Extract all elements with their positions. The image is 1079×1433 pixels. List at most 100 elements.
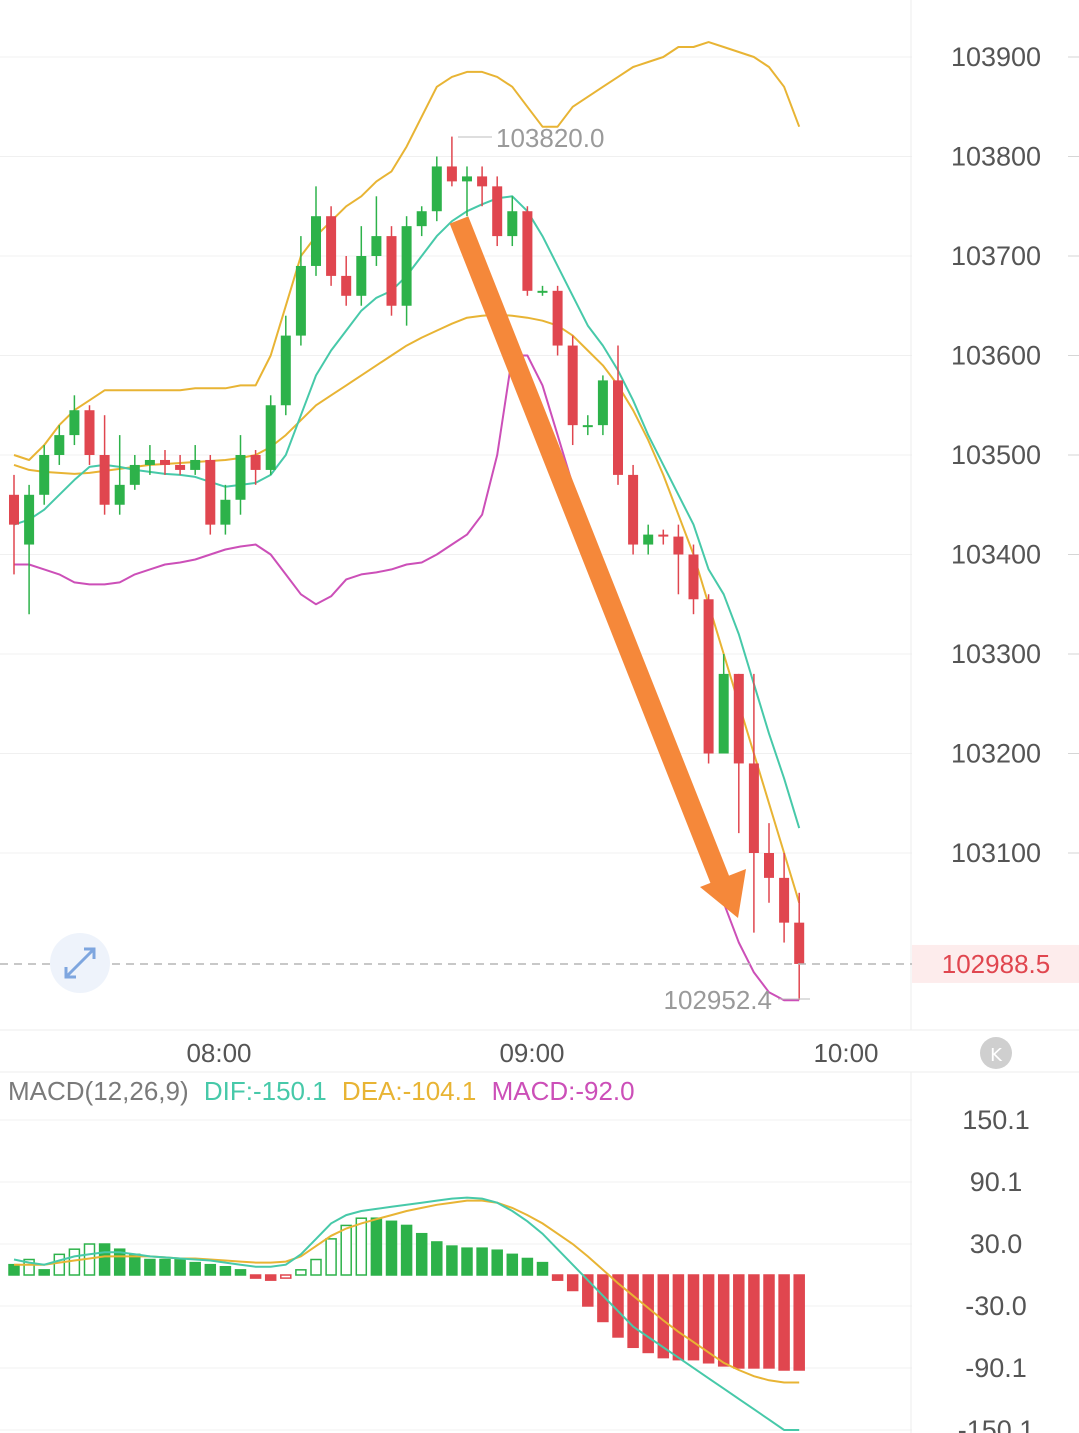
candle (794, 892, 805, 1000)
candle (748, 673, 759, 933)
macd-axis-ticks: 150.1 90.1 30.0 -30.0 -90.1 -150.1 (958, 1105, 1035, 1433)
macd-bar (370, 1217, 383, 1276)
macd-bar (793, 1274, 805, 1371)
low-annotation: 102952.4 (664, 985, 772, 1015)
macd-bar (717, 1274, 730, 1367)
candle (205, 455, 216, 535)
candle (688, 544, 699, 615)
downtrend-arrow (449, 216, 746, 918)
candle (492, 176, 503, 247)
y-tick-label: 103400 (951, 540, 1041, 570)
main-grid (0, 56, 912, 854)
macd-bar (8, 1263, 20, 1276)
macd-grid (0, 1119, 912, 1431)
y-tick-label: 103700 (951, 241, 1041, 271)
upper-band-line (13, 41, 801, 461)
candle (477, 166, 488, 207)
candle (371, 196, 382, 266)
candle (114, 435, 125, 515)
macd-histogram (8, 1217, 805, 1371)
candle (144, 445, 155, 475)
macd-bar (687, 1274, 700, 1361)
svg-text:K: K (990, 1045, 1003, 1066)
candle (552, 285, 563, 356)
current-price-tag (912, 944, 1079, 983)
y-tick-label: 103100 (951, 838, 1041, 868)
macd-bar (325, 1238, 337, 1276)
candle (386, 226, 397, 316)
candle (537, 285, 548, 296)
candle (24, 484, 35, 615)
macd-bar (219, 1265, 232, 1276)
macd-bar (385, 1220, 398, 1276)
macd-tick-label: -150.1 (958, 1415, 1035, 1433)
macd-tick-label: 150.1 (962, 1105, 1030, 1135)
candle (703, 594, 714, 764)
macd-lines (13, 1196, 800, 1431)
macd-params: MACD(12,26,9) (8, 1076, 189, 1106)
expand-icon[interactable] (50, 933, 110, 993)
candle (129, 455, 140, 490)
y-tick-label: 103300 (951, 639, 1041, 669)
macd-bar (189, 1261, 201, 1276)
current-price-label: 102988.5 (942, 949, 1050, 979)
macd-bar (521, 1257, 534, 1276)
candle (160, 450, 170, 475)
dif-line (13, 1196, 800, 1431)
macd-tick-label: 90.1 (970, 1167, 1023, 1197)
macd-bar (431, 1241, 443, 1276)
macd-bar (129, 1253, 141, 1276)
candle (39, 445, 50, 505)
candle (341, 256, 352, 306)
macd-bar (113, 1248, 126, 1276)
candle (431, 156, 442, 222)
candle (175, 455, 186, 475)
macd-tick-label: -90.1 (965, 1353, 1027, 1383)
candle (311, 186, 321, 276)
candle (190, 445, 201, 475)
high-annotation: 103820.0 (496, 123, 604, 153)
dif-value: DIF:-150.1 (204, 1076, 327, 1106)
candle (280, 315, 291, 416)
macd-bar (38, 1269, 50, 1276)
y-axis-panel (912, 0, 1079, 1030)
macd-bar (295, 1269, 307, 1276)
candle (235, 435, 246, 515)
candle (658, 529, 669, 545)
candlesticks (9, 136, 805, 1000)
candle (613, 345, 623, 485)
macd-bar (68, 1248, 81, 1276)
candle (69, 395, 80, 446)
candle (250, 450, 261, 485)
candle (416, 206, 427, 237)
macd-bar (446, 1245, 458, 1276)
collapse-icon[interactable]: K (980, 1037, 1012, 1069)
dea-value: DEA:-104.1 (342, 1076, 476, 1106)
macd-bar (763, 1274, 775, 1369)
candle (446, 136, 457, 187)
macd-bar (778, 1274, 790, 1371)
candle (9, 474, 19, 575)
macd-bar (249, 1274, 262, 1279)
candle (643, 524, 654, 555)
macd-bar (733, 1274, 745, 1369)
macd-bar (627, 1274, 639, 1349)
macd-bar (264, 1274, 277, 1281)
macd-bar (280, 1274, 292, 1279)
macd-bar (476, 1247, 488, 1276)
macd-bar (566, 1274, 579, 1292)
candle (673, 524, 684, 595)
candle (764, 823, 774, 903)
macd-bar (144, 1258, 156, 1276)
y-tick-label: 103600 (951, 341, 1041, 371)
candle (356, 226, 367, 306)
x-axis-ticks: 08:00 09:00 10:00 (186, 1038, 878, 1068)
x-tick-label: 10:00 (813, 1038, 878, 1068)
candle (718, 654, 729, 754)
y-tick-label: 103200 (951, 739, 1041, 769)
macd-tick-label: 30.0 (970, 1229, 1023, 1259)
macd-bar (310, 1258, 322, 1276)
macd-bar (174, 1258, 186, 1276)
macd-bar (491, 1249, 503, 1276)
